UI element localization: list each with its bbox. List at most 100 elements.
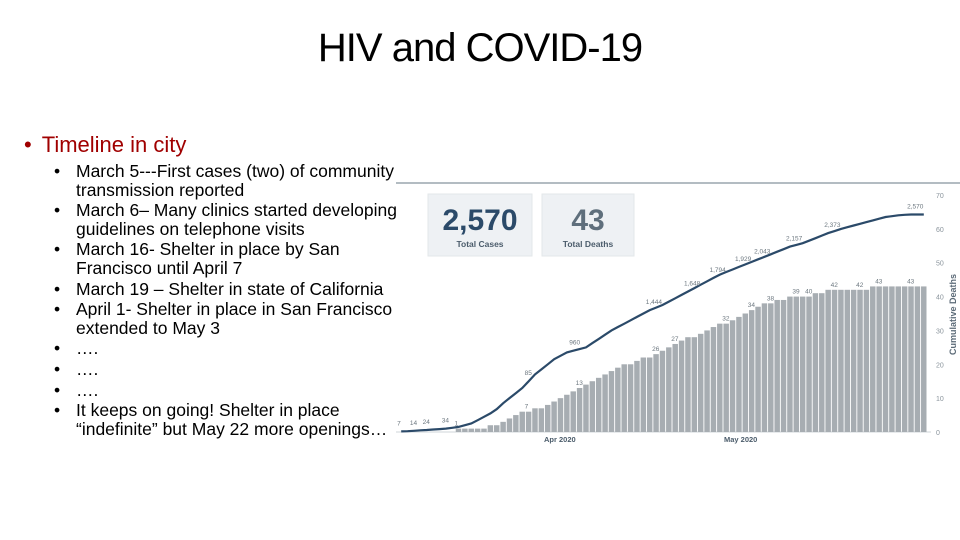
death-bar [819, 293, 825, 432]
slide-title: HIV and COVID-19 [317, 26, 643, 70]
death-bar [595, 377, 602, 432]
y-tick-label: 30 [936, 328, 944, 335]
case-annotation: 2,157 [786, 236, 803, 243]
death-bar [659, 350, 666, 432]
death-annotation: 43 [875, 278, 883, 285]
death-bar [506, 418, 513, 432]
death-annotation: 26 [652, 346, 660, 353]
death-bar [799, 296, 806, 432]
death-bar [500, 421, 506, 432]
death-bar [908, 286, 914, 432]
death-annotation: 42 [856, 282, 864, 289]
y-axis-label: Cumulative Deaths [948, 274, 958, 355]
kpi-card [427, 193, 533, 257]
death-bar [462, 428, 468, 432]
case-annotation: 2,570 [907, 203, 924, 210]
death-bar [882, 286, 889, 432]
list-item: • March 5---First cases (two) of communit… [54, 161, 394, 200]
death-bar [729, 320, 736, 432]
death-bar [685, 337, 691, 432]
death-bar [570, 391, 576, 432]
list-item: • It keeps on going! Shelter in place “in… [54, 400, 388, 439]
death-bar [761, 303, 768, 432]
death-bar [895, 286, 902, 432]
death-bar [525, 411, 532, 432]
death-bar [615, 367, 621, 432]
death-bar [519, 411, 525, 432]
death-bar [717, 323, 723, 432]
list-item: • March 16- Shelter in place by San Franc… [54, 239, 340, 278]
death-annotation: 40 [805, 289, 813, 296]
case-annotation: 24 [423, 419, 431, 426]
death-bar [876, 286, 882, 432]
death-bar [583, 384, 589, 432]
kpi-value: 43 [571, 204, 604, 237]
death-annotation: 27 [671, 336, 679, 343]
death-bar [666, 347, 672, 432]
case-annotation: 1,444 [646, 299, 663, 306]
death-annotation: 42 [831, 282, 839, 289]
death-annotation: 32 [722, 316, 730, 323]
list-item: • March 6– Many clinics started developin… [54, 200, 397, 239]
list-item: •…. [54, 338, 99, 359]
cases-line [401, 213, 924, 433]
death-bar [723, 323, 729, 432]
death-bar [513, 415, 519, 432]
death-bar [634, 360, 640, 432]
death-annotation: 38 [767, 295, 775, 302]
death-bar [812, 293, 819, 432]
death-bar [793, 296, 800, 432]
y-tick-label: 40 [936, 295, 944, 302]
kpi-label: Total Cases [456, 239, 503, 249]
list-item: • April 1- Shelter in place in San Franci… [54, 299, 393, 338]
death-bar [468, 428, 474, 432]
kpi-card [541, 193, 635, 257]
death-annotation: 39 [792, 289, 800, 296]
death-bar [621, 364, 627, 432]
death-bar [678, 340, 685, 432]
timeline-list: • March 5---First cases (two) of communit… [52, 162, 402, 440]
death-bar [870, 286, 876, 432]
case-annotation: 14 [410, 420, 418, 427]
death-bar [857, 289, 863, 432]
case-annotation: 2,373 [824, 222, 841, 229]
death-bar [704, 330, 710, 432]
death-bar [646, 357, 653, 432]
case-annotation: 1,648 [684, 280, 701, 287]
death-bar [538, 408, 545, 432]
chart-svg: 70 60 50 40 30 20 10 0 Cumulative Deaths Apr 2020… [396, 182, 960, 444]
death-annotation: 1 [455, 421, 459, 428]
death-bar [576, 387, 583, 432]
death-bar [806, 296, 812, 432]
death-bar [564, 394, 570, 432]
covid-chart: 70 60 50 40 30 20 10 0 Cumulative Deaths Apr 2020… [396, 180, 960, 450]
death-bar [551, 401, 557, 432]
list-item: •…. [54, 379, 99, 400]
y-tick-label: 70 [936, 193, 944, 200]
death-bar [544, 404, 551, 432]
death-bar [914, 286, 921, 432]
case-annotation: 85 [525, 370, 533, 377]
death-bar [455, 428, 462, 432]
list-item: • March 19 – Shelter in state of Californ… [54, 278, 384, 299]
death-bar [691, 337, 698, 432]
y-tick-label: 60 [936, 227, 944, 234]
death-bar [736, 316, 742, 432]
death-bar [487, 425, 494, 432]
death-bar [755, 306, 761, 432]
death-bar [697, 333, 704, 432]
death-bar [748, 310, 755, 432]
death-bar [602, 374, 608, 432]
death-bar [557, 398, 564, 432]
death-bar [850, 289, 857, 432]
death-bar [844, 289, 851, 432]
bullet-timeline: • Timeline in city [24, 132, 186, 158]
death-bar [901, 286, 908, 432]
case-annotation: 1,929 [735, 256, 752, 263]
death-bar [787, 296, 793, 432]
bullet-dot-icon: • [24, 132, 32, 157]
death-bar [825, 289, 831, 432]
death-bar [831, 289, 838, 432]
death-bar [494, 425, 500, 432]
y-tick-label: 10 [936, 396, 944, 403]
